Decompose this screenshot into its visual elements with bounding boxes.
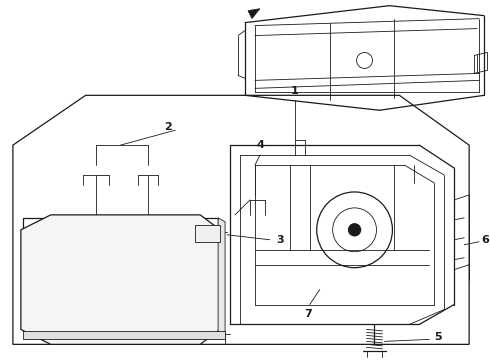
Polygon shape bbox=[195, 225, 220, 242]
Circle shape bbox=[348, 224, 361, 236]
Text: 3: 3 bbox=[276, 235, 284, 245]
Text: 5: 5 bbox=[434, 332, 442, 342]
Text: 4: 4 bbox=[256, 140, 264, 150]
Polygon shape bbox=[218, 218, 225, 339]
Polygon shape bbox=[248, 9, 260, 19]
Text: 1: 1 bbox=[291, 86, 299, 96]
Polygon shape bbox=[21, 215, 220, 345]
Text: 7: 7 bbox=[304, 310, 312, 319]
Polygon shape bbox=[23, 332, 225, 339]
Text: 6: 6 bbox=[481, 235, 489, 245]
Text: 2: 2 bbox=[165, 122, 172, 132]
